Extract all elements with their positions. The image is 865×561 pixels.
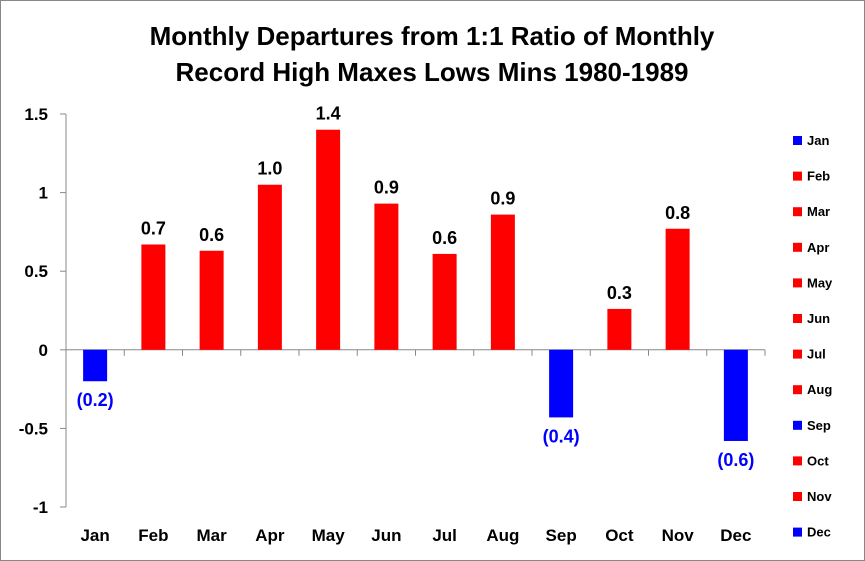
legend-label-nov: Nov [807, 489, 832, 504]
bar-jan [83, 349, 108, 382]
bar-feb [141, 244, 166, 350]
data-label-jun: 0.9 [374, 178, 399, 198]
bar-jun [374, 203, 399, 350]
data-label-jan: (0.2) [77, 390, 114, 410]
legend-swatch-dec [793, 527, 802, 537]
legend-swatch-apr [793, 242, 802, 252]
bar-jul [432, 253, 457, 350]
data-label-apr: 1.0 [257, 159, 282, 179]
bar-dec [723, 349, 748, 441]
x-tick-label: Jun [371, 526, 401, 545]
legend-label-dec: Dec [807, 525, 831, 540]
data-label-nov: 0.8 [665, 203, 690, 223]
data-label-mar: 0.6 [199, 225, 224, 245]
legend-swatch-may [793, 278, 802, 288]
legend-label-mar: Mar [807, 204, 830, 219]
data-label-jul: 0.6 [432, 228, 457, 248]
data-label-feb: 0.7 [141, 218, 166, 238]
bar-nov [665, 228, 690, 350]
y-tick-label: 0 [39, 341, 48, 360]
legend-swatch-jul [793, 349, 802, 359]
legend-swatch-oct [793, 456, 802, 466]
chart-bars [83, 129, 748, 441]
chart-legend: Jan Feb Mar Apr May Jun Jul Aug Sep Oct Nov Dec [793, 133, 833, 540]
data-label-sep: (0.4) [543, 426, 580, 446]
legend-label-jul: Jul [807, 347, 826, 362]
data-label-aug: 0.9 [490, 189, 515, 209]
chart-title: Monthly Departures from 1:1 Ratio of Mon… [150, 21, 715, 87]
data-label-dec: (0.6) [717, 450, 754, 470]
bar-sep [549, 349, 574, 418]
data-label-may: 1.4 [316, 104, 341, 124]
y-tick-label: 1 [39, 184, 48, 203]
x-tick-label: Mar [197, 526, 228, 545]
legend-label-aug: Aug [807, 382, 832, 397]
x-tick-label: May [312, 526, 346, 545]
bar-oct [607, 308, 632, 350]
x-tick-label: Nov [662, 526, 695, 545]
legend-label-feb: Feb [807, 169, 830, 184]
chart-axes: 1.5 1 0.5 0 -0.5 -1 Jan Feb Mar Apr May Jun Jul Aug Se… [19, 105, 766, 545]
x-tick-label: Feb [138, 526, 168, 545]
x-tick-label: Oct [605, 526, 634, 545]
data-label-oct: 0.3 [607, 283, 632, 303]
x-tick-label: Sep [546, 526, 577, 545]
bar-mar [199, 250, 224, 350]
legend-label-oct: Oct [807, 453, 829, 468]
legend-swatch-sep [793, 420, 802, 430]
legend-swatch-nov [793, 492, 802, 501]
y-tick-label: -0.5 [19, 419, 48, 438]
y-tick-label: 0.5 [24, 262, 48, 281]
legend-swatch-jun [793, 314, 802, 323]
legend-label-apr: Apr [807, 240, 829, 255]
bar-may [316, 129, 341, 350]
x-tick-label: Aug [486, 526, 519, 545]
chart-title-line-1: Monthly Departures from 1:1 Ratio of Mon… [150, 21, 715, 51]
y-tick-label: 1.5 [24, 105, 48, 124]
legend-label-sep: Sep [807, 418, 831, 433]
data-labels: (0.2) 0.7 0.6 1.0 1.4 0.9 0.6 0.9 (0.4) 0.3 0.8 (0.… [77, 104, 755, 470]
x-tick-label: Jan [80, 526, 109, 545]
bar-apr [257, 184, 282, 350]
y-tick-label: -1 [33, 498, 48, 517]
legend-swatch-aug [793, 385, 802, 395]
x-tick-label: Apr [255, 526, 285, 545]
legend-label-may: May [807, 275, 833, 290]
x-tick-label: Dec [720, 526, 751, 545]
chart-title-line-2: Record High Maxes Lows Mins 1980-1989 [176, 57, 689, 87]
legend-swatch-jan [793, 136, 802, 145]
legend-swatch-feb [793, 171, 802, 181]
bar-aug [490, 214, 515, 350]
legend-label-jun: Jun [807, 311, 830, 326]
legend-label-jan: Jan [807, 133, 829, 148]
legend-swatch-mar [793, 207, 802, 217]
x-tick-label: Jul [432, 526, 457, 545]
